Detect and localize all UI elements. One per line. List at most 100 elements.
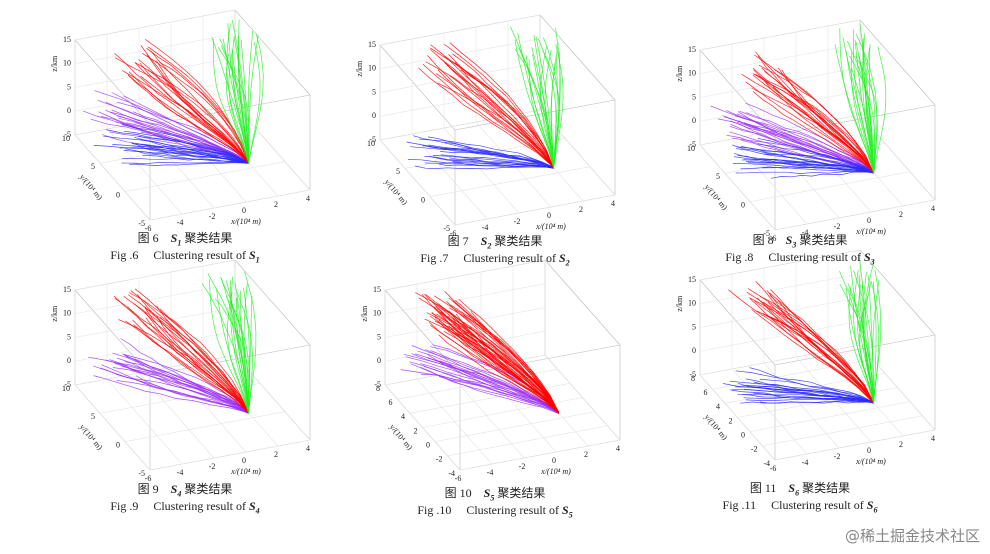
x-tick-label: 4 (611, 199, 615, 208)
grid-line (429, 166, 591, 197)
y-axis-label: y/(10⁴ m) (388, 422, 415, 451)
x-tick-label: 4 (931, 434, 935, 443)
trajectory (760, 401, 874, 404)
trajectory (528, 59, 555, 168)
trajectory (128, 292, 250, 412)
grid-line (74, 330, 236, 362)
trajectory (126, 306, 249, 414)
trajectory (103, 135, 249, 164)
caption-en: Fig .9 Clustering result of S4 (35, 499, 335, 515)
y-tick-label: 0 (116, 190, 120, 199)
trajectory (144, 311, 249, 414)
trajectory (745, 378, 874, 403)
trajectory (232, 54, 250, 163)
x-tick-label: 2 (899, 440, 903, 449)
grid-line (731, 138, 808, 225)
x-tick-label: -4 (482, 223, 489, 232)
trajectory (758, 64, 875, 174)
x-tick-label: 2 (579, 205, 583, 214)
caption-subscript: 6 (873, 505, 878, 515)
x-tick-label: -4 (802, 458, 809, 467)
y-tick-label: 6 (704, 388, 708, 397)
box-edge (699, 279, 776, 366)
trajectory (216, 288, 250, 413)
trajectory (781, 69, 874, 174)
x-tick-label: -6 (770, 234, 777, 243)
caption-text: Clustering result of (768, 250, 861, 264)
z-tick-label: 5 (377, 332, 381, 341)
grid-line (434, 411, 596, 442)
caption-en: Fig .8 Clustering result of S3 (650, 250, 950, 266)
trajectory (105, 359, 249, 414)
trajectory (239, 290, 250, 413)
z-tick-label: 15 (63, 285, 71, 294)
trajectory (470, 310, 559, 413)
trajectory (729, 131, 874, 173)
grid-line (149, 189, 311, 221)
y-tick-label: 10 (367, 139, 375, 148)
trajectory (537, 38, 557, 167)
trajectory (452, 53, 555, 168)
z-axis-label: z/km (675, 65, 684, 82)
grid-line (106, 128, 183, 215)
caption-text: Clustering result of (153, 248, 246, 262)
grid-line (74, 134, 151, 221)
grid-line (138, 122, 215, 209)
caption-text: Clustering result of (466, 503, 559, 517)
trajectory (248, 42, 261, 163)
trajectory (130, 290, 250, 414)
trajectory (214, 298, 250, 414)
z-tick-label: 0 (372, 111, 376, 120)
trajectory (121, 161, 249, 165)
x-tick-label: 2 (274, 450, 278, 459)
grid-line (124, 411, 286, 442)
trajectory (437, 303, 559, 413)
grid-line (74, 57, 236, 88)
trajectory (749, 298, 874, 404)
box-edge (774, 334, 936, 366)
x-tick-label: -2 (514, 217, 521, 226)
y-axis-label: y/(10⁴ m) (78, 172, 105, 201)
x-tick-label: 4 (616, 444, 620, 453)
trajectory (848, 285, 875, 404)
trajectory (763, 153, 874, 174)
grid-line (459, 439, 621, 471)
trajectory (437, 69, 554, 168)
grid-line (749, 401, 911, 432)
grid-line (74, 104, 236, 136)
trajectory (758, 385, 874, 403)
x-tick-label: 0 (547, 211, 551, 220)
trajectory (146, 47, 250, 164)
grid-line (774, 199, 936, 231)
trajectory (872, 281, 877, 403)
trajectory (209, 279, 250, 414)
grid-line (699, 19, 861, 51)
caption-text: Clustering result of (153, 499, 246, 513)
trajectory (220, 276, 250, 413)
trajectory (514, 39, 555, 169)
trajectory (156, 60, 249, 163)
grid-line (411, 133, 488, 220)
caption-label: Fig .11 (722, 498, 757, 512)
trajectory (219, 38, 250, 163)
trajectory (128, 71, 249, 164)
y-tick-label: -4 (763, 459, 770, 468)
x-tick-label: -4 (177, 468, 184, 477)
trajectory (138, 59, 249, 163)
trajectory (422, 145, 554, 168)
z-axis-label: z/km (50, 305, 59, 322)
x-tick-label: 2 (899, 210, 903, 219)
trajectory (439, 163, 554, 168)
grid-line (454, 194, 616, 226)
trajectory (90, 118, 249, 163)
trajectory (427, 354, 559, 414)
trajectory (226, 23, 250, 164)
trajectory (121, 124, 249, 163)
trajectory (756, 310, 874, 404)
x-axis-label: x/(10⁴ m) (855, 227, 886, 236)
trajectory (747, 124, 874, 174)
grid-line (149, 439, 311, 471)
caption-text: Clustering result of (463, 251, 556, 265)
